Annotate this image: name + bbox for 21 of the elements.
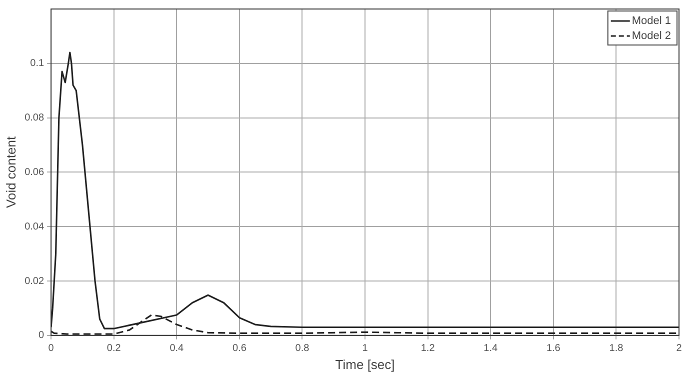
x-tick-label: 1.4: [484, 343, 498, 354]
y-tick-label: 0.06: [24, 166, 44, 178]
x-tick-label: 0: [48, 343, 54, 354]
y-tick-label: 0.02: [24, 276, 44, 287]
x-axis-title: Time [sec]: [335, 356, 395, 372]
legend-label: Model 1: [632, 15, 672, 28]
x-tick-label: 1.8: [609, 343, 624, 354]
x-tick-label: 0.2: [106, 343, 122, 354]
y-tick-label: 0.04: [24, 221, 44, 232]
y-tick-label: 0: [38, 330, 44, 342]
x-tick-label: 1: [362, 343, 368, 354]
x-tick-label: 1.6: [546, 343, 561, 354]
y-tick-label: 0.08: [24, 112, 44, 124]
y-axis-title: Void content: [3, 136, 18, 208]
legend-label: Model 2: [632, 30, 672, 42]
y-tick-label: 0.1: [30, 58, 44, 70]
x-tick-label: 1.2: [420, 343, 436, 354]
x-tick-label: 0.8: [295, 343, 310, 354]
x-tick-label: 2: [676, 343, 682, 354]
x-tick-label: 0.4: [170, 343, 184, 354]
x-tick-label: 0.6: [232, 343, 247, 354]
